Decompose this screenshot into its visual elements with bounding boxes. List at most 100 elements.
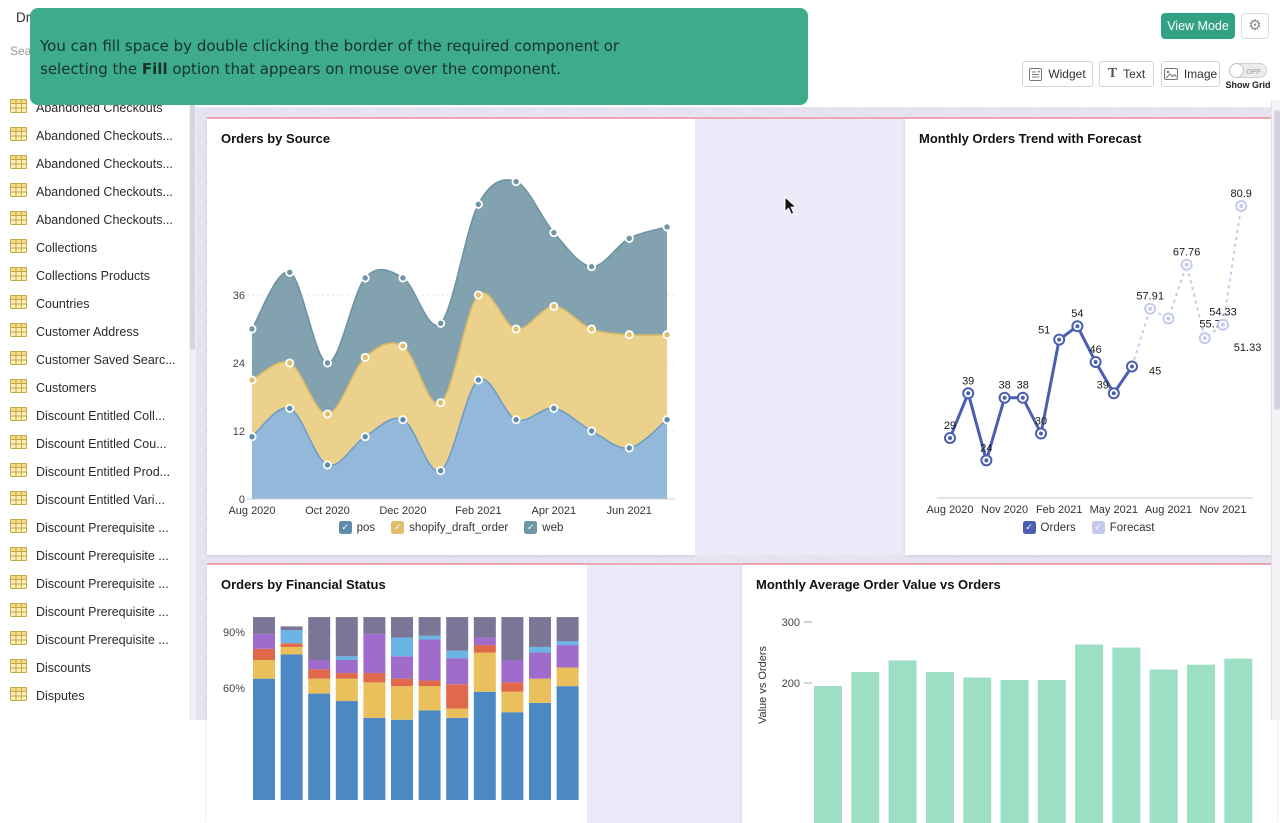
empty-dashboard-cell[interactable] — [695, 119, 905, 555]
bar-segment — [363, 682, 386, 718]
table-icon — [10, 434, 27, 454]
area-series-pos — [252, 378, 668, 499]
sidebar-item-table[interactable]: Discount Entitled Cou... — [0, 430, 190, 458]
sidebar-item-label: Collections Products — [36, 269, 150, 283]
data-point-dot — [1148, 306, 1153, 311]
sidebar-item-table[interactable]: Discounts — [0, 654, 190, 682]
sidebar-item-table[interactable]: Collections Products — [0, 262, 190, 290]
legend-checkbox-icon[interactable]: ✓ — [524, 521, 538, 534]
bar-segment — [418, 680, 441, 687]
sidebar-item-table[interactable]: Discount Entitled Prod... — [0, 458, 190, 486]
legend-checkbox-icon[interactable]: ✓ — [1091, 521, 1105, 534]
search-input[interactable]: Sear — [10, 44, 36, 58]
bar-segment — [473, 652, 496, 692]
tick-label: 38 — [1017, 380, 1029, 392]
sidebar-item-table[interactable]: Abandoned Checkouts... — [0, 150, 190, 178]
tick-label: Aug 2021 — [1145, 504, 1192, 516]
show-grid-toggle[interactable]: OFF — [1229, 63, 1267, 78]
sidebar-item-table[interactable]: Abandoned Checkouts... — [0, 122, 190, 150]
image-button[interactable]: Image — [1161, 61, 1220, 87]
sidebar-item-table[interactable]: Disputes — [0, 682, 190, 710]
data-point-dot — [1239, 203, 1244, 208]
table-icon — [10, 98, 27, 118]
tick-label: Apr 2021 — [532, 505, 577, 517]
legend-item[interactable]: ✓ shopify_draft_order — [391, 521, 508, 534]
sidebar-item-label: Countries — [36, 297, 90, 311]
sidebar-item-label: Discount Prerequisite ... — [36, 633, 169, 647]
bar-segment — [501, 682, 524, 692]
sidebar-item-table[interactable]: Countries — [0, 290, 190, 318]
tick-label: Aug 2020 — [228, 505, 275, 517]
bar-segment — [391, 637, 413, 657]
panel-monthly-orders-forecast[interactable]: Monthly Orders Trend with Forecast Aug 2… — [905, 119, 1272, 555]
tick-label: 12 — [233, 426, 245, 438]
legend-checkbox-icon[interactable]: ✓ — [1022, 521, 1036, 534]
sidebar-item-table[interactable]: Customer Address — [0, 318, 190, 346]
sidebar-item-label: Abandoned Checkouts... — [36, 213, 173, 227]
line-chart-svg: Aug 2020 Nov 2020 Feb 2021 May 2021 Aug 2021… — [926, 188, 1261, 516]
dashboard-row-1: Orders by Source 0 12 24 36 Aug 2020 Oct 2020… — [207, 117, 1272, 555]
bar — [1000, 679, 1029, 823]
bar-segment — [418, 686, 441, 711]
legend-item[interactable]: ✓ Forecast — [1091, 521, 1154, 534]
sidebar-item-table[interactable]: Discount Prerequisite ... — [0, 598, 190, 626]
sidebar-item-table[interactable]: Abandoned Checkouts... — [0, 206, 190, 234]
legend-checkbox-icon[interactable]: ✓ — [338, 521, 352, 534]
bar-segment — [501, 660, 524, 683]
sidebar-scrollbar-thumb[interactable] — [190, 100, 195, 350]
sidebar-item-table[interactable]: Customer Saved Searc... — [0, 346, 190, 374]
dashboard-row-2: Orders by Financial Status 90% 60% Monthl… — [207, 563, 1277, 823]
table-icon — [10, 294, 27, 314]
table-icon — [10, 602, 27, 622]
bar-segment — [253, 648, 275, 661]
bar-segment — [446, 684, 469, 709]
legend-item[interactable]: ✓ pos — [338, 521, 375, 534]
bar — [1187, 664, 1215, 823]
data-point-dot — [1002, 395, 1007, 400]
tick-label: Jun 2021 — [607, 505, 652, 517]
bar-segment — [363, 673, 386, 683]
dashboard-canvas[interactable]: Orders by Source 0 12 24 36 Aug 2020 Oct 2020… — [196, 107, 1277, 823]
sidebar-item-table[interactable]: Discount Prerequisite ... — [0, 514, 190, 542]
data-point-dot — [1166, 316, 1171, 321]
gear-icon[interactable]: ⚙ — [1241, 13, 1269, 39]
canvas-scrollbar-thumb[interactable] — [1273, 110, 1280, 410]
empty-dashboard-cell[interactable] — [587, 565, 742, 823]
data-point-marker — [624, 443, 634, 453]
legend-label: shopify_draft_order — [409, 521, 509, 534]
bar-segment — [473, 637, 496, 646]
data-point-marker — [436, 466, 446, 476]
panel-orders-by-financial-status[interactable]: Orders by Financial Status 90% 60% — [207, 565, 587, 823]
canvas-scrollbar[interactable] — [1271, 100, 1280, 720]
legend-item[interactable]: ✓ Orders — [1022, 521, 1076, 534]
financial-status-chart: 90% 60% — [207, 565, 587, 823]
tick-label: 0 — [239, 494, 245, 506]
sidebar-item-label: Discounts — [36, 661, 91, 675]
legend-item[interactable]: ✓ web — [524, 521, 563, 534]
bar-segment — [363, 717, 386, 801]
widget-button[interactable]: Widget — [1022, 61, 1093, 87]
sidebar-scrollbar[interactable] — [189, 38, 196, 720]
sidebar-item-table[interactable]: Collections — [0, 234, 190, 262]
sidebar-item-label: Discount Prerequisite ... — [36, 577, 169, 591]
sidebar-item-label: Discount Prerequisite ... — [36, 605, 169, 619]
panel-avg-order-value[interactable]: Monthly Average Order Value vs Orders 30… — [742, 565, 1277, 823]
view-mode-button[interactable]: View Mode — [1161, 13, 1235, 39]
sidebar-item-table[interactable]: Discount Entitled Vari... — [0, 486, 190, 514]
tick-label: 54.33 — [1209, 307, 1237, 319]
data-point-marker — [473, 290, 483, 300]
sidebar-item-table[interactable]: Abandoned Checkouts... — [0, 178, 190, 206]
text-button[interactable]: T Text — [1099, 61, 1154, 87]
bar — [814, 686, 842, 823]
legend-checkbox-icon[interactable]: ✓ — [391, 521, 405, 534]
show-grid-label: Show Grid — [1225, 80, 1271, 90]
sidebar-item-table[interactable]: Discount Prerequisite ... — [0, 626, 190, 654]
panel-orders-by-source[interactable]: Orders by Source 0 12 24 36 Aug 2020 Oct 2020… — [207, 119, 695, 555]
sidebar-item-table[interactable]: Discount Entitled Coll... — [0, 402, 190, 430]
sidebar-item-table[interactable]: Discount Prerequisite ... — [0, 542, 190, 570]
table-icon — [10, 518, 27, 538]
sidebar-item-table[interactable]: Customers — [0, 374, 190, 402]
sidebar-item-label: Discount Prerequisite ... — [36, 549, 169, 563]
text-button-label: Text — [1123, 67, 1146, 81]
sidebar-item-table[interactable]: Discount Prerequisite ... — [0, 570, 190, 598]
